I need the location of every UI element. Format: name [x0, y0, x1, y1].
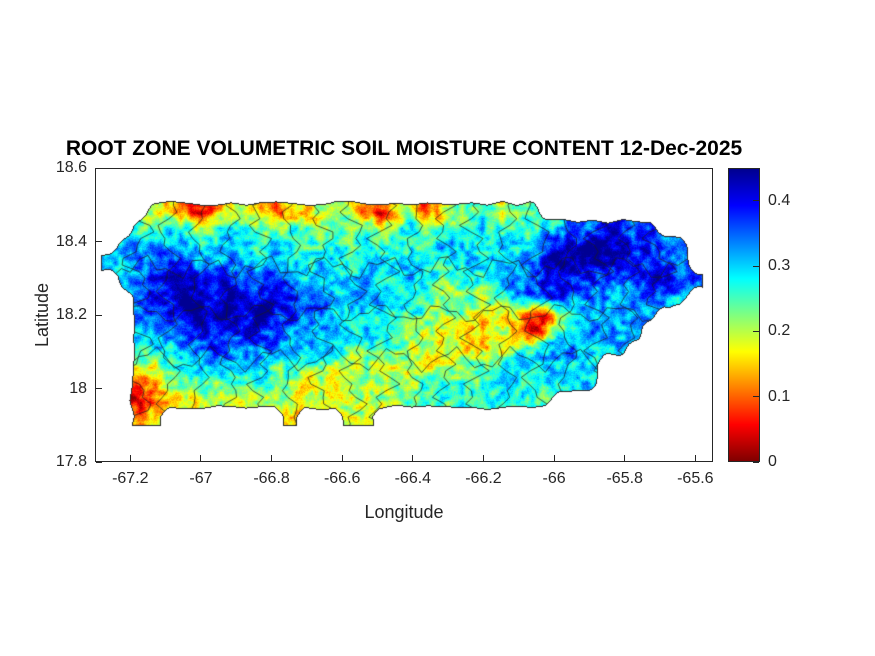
chart-title: ROOT ZONE VOLUMETRIC SOIL MOISTURE CONTE…: [65, 137, 743, 160]
colorbar-tick-mark: [753, 330, 759, 332]
colorbar-tick-label: 0: [768, 453, 777, 470]
x-tick-mark: [624, 455, 626, 461]
colorbar-tick-mark: [753, 265, 759, 267]
x-tick-mark: [341, 455, 343, 461]
x-tick-mark: [271, 455, 273, 461]
y-tick-label: 17.8: [55, 453, 87, 470]
x-tick-label: -66.4: [394, 470, 432, 487]
colorbar-tick-label: 0.2: [768, 322, 791, 340]
colorbar: [728, 168, 760, 462]
x-tick-label: -66.2: [465, 470, 502, 487]
colorbar-tick-label: 0.4: [768, 191, 791, 209]
plot-area: [95, 168, 713, 462]
y-tick-mark: [96, 388, 102, 389]
x-tick-label: -66.6: [323, 470, 361, 487]
y-tick-mark: [96, 241, 102, 242]
y-tick-label: 18.4: [55, 232, 87, 250]
x-tick-label: -66: [542, 470, 566, 487]
x-tick-mark: [129, 455, 131, 461]
y-tick-label: 18: [69, 379, 87, 397]
colorbar-tick-mark: [753, 396, 759, 398]
x-tick-mark: [553, 455, 555, 461]
x-tick-mark: [200, 455, 202, 461]
x-tick-label: -67: [189, 470, 213, 487]
colorbar-tick-label: 0.3: [768, 257, 791, 274]
x-tick-label: -65.6: [677, 470, 714, 487]
x-tick-label: -65.8: [606, 470, 643, 487]
x-tick-mark: [482, 455, 484, 461]
x-tick-label: -66.8: [253, 470, 290, 487]
y-tick-label: 18.2: [55, 306, 87, 323]
colorbar-tick-label: 0.1: [768, 387, 791, 405]
colorbar-tick-mark: [753, 461, 759, 463]
y-tick-mark: [96, 167, 102, 169]
colorbar-tick-mark: [753, 200, 759, 202]
x-tick-label: -67.2: [112, 470, 149, 487]
y-tick-label: 18.6: [55, 159, 87, 176]
x-tick-mark: [412, 455, 414, 461]
x-axis-label: Longitude: [364, 502, 444, 522]
y-tick-mark: [96, 314, 102, 316]
x-tick-mark: [694, 455, 696, 461]
soil-moisture-map: [95, 168, 713, 462]
y-tick-mark: [96, 461, 102, 463]
